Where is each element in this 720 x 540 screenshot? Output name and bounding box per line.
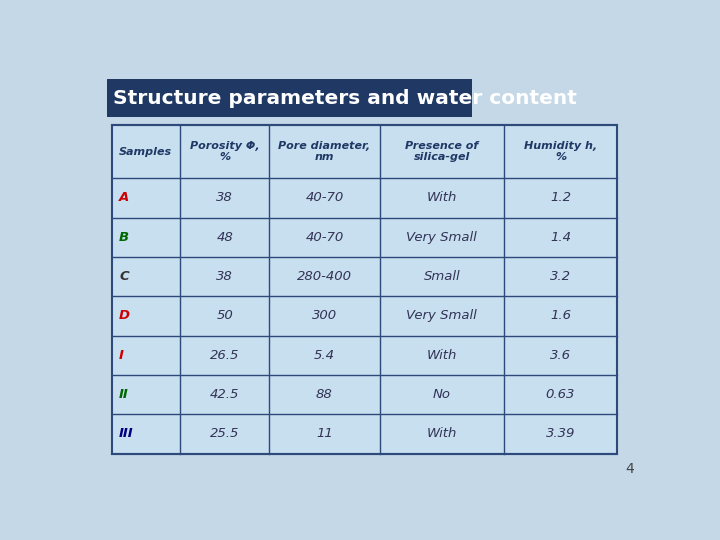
Text: 40-70: 40-70 — [305, 191, 343, 204]
Text: 3.2: 3.2 — [550, 270, 571, 283]
Text: 1.2: 1.2 — [550, 191, 571, 204]
Text: 300: 300 — [312, 309, 337, 322]
Text: 38: 38 — [216, 191, 233, 204]
Text: D: D — [119, 309, 130, 322]
Text: 1.4: 1.4 — [550, 231, 571, 244]
Text: 5.4: 5.4 — [314, 349, 335, 362]
Text: II: II — [119, 388, 129, 401]
Text: 25.5: 25.5 — [210, 427, 239, 441]
Text: Very Small: Very Small — [407, 231, 477, 244]
Text: Porosity Φ,
%: Porosity Φ, % — [190, 141, 259, 163]
Text: 40-70: 40-70 — [305, 231, 343, 244]
Text: A: A — [119, 191, 130, 204]
Text: 11: 11 — [316, 427, 333, 441]
Text: 3.39: 3.39 — [546, 427, 575, 441]
Text: Pore diameter,
nm: Pore diameter, nm — [279, 141, 371, 163]
Text: Presence of
silica-gel: Presence of silica-gel — [405, 141, 479, 163]
FancyBboxPatch shape — [112, 125, 617, 454]
Text: 38: 38 — [216, 270, 233, 283]
Text: 48: 48 — [216, 231, 233, 244]
Text: 0.63: 0.63 — [546, 388, 575, 401]
Text: 4: 4 — [625, 462, 634, 476]
Text: 280-400: 280-400 — [297, 270, 352, 283]
Text: 50: 50 — [216, 309, 233, 322]
Text: C: C — [119, 270, 129, 283]
Text: 3.6: 3.6 — [550, 349, 571, 362]
Text: 26.5: 26.5 — [210, 349, 239, 362]
Text: With: With — [427, 191, 457, 204]
FancyBboxPatch shape — [107, 79, 472, 117]
Text: III: III — [119, 427, 134, 441]
Text: Samples: Samples — [119, 147, 172, 157]
Text: 42.5: 42.5 — [210, 388, 239, 401]
Text: Structure parameters and water content: Structure parameters and water content — [114, 89, 577, 107]
Text: With: With — [427, 427, 457, 441]
Text: Small: Small — [423, 270, 460, 283]
Text: Very Small: Very Small — [407, 309, 477, 322]
Text: Humidity h,
%: Humidity h, % — [524, 141, 597, 163]
Text: I: I — [119, 349, 124, 362]
Text: With: With — [427, 349, 457, 362]
Text: 1.6: 1.6 — [550, 309, 571, 322]
Text: B: B — [119, 231, 129, 244]
Text: No: No — [433, 388, 451, 401]
Text: 88: 88 — [316, 388, 333, 401]
